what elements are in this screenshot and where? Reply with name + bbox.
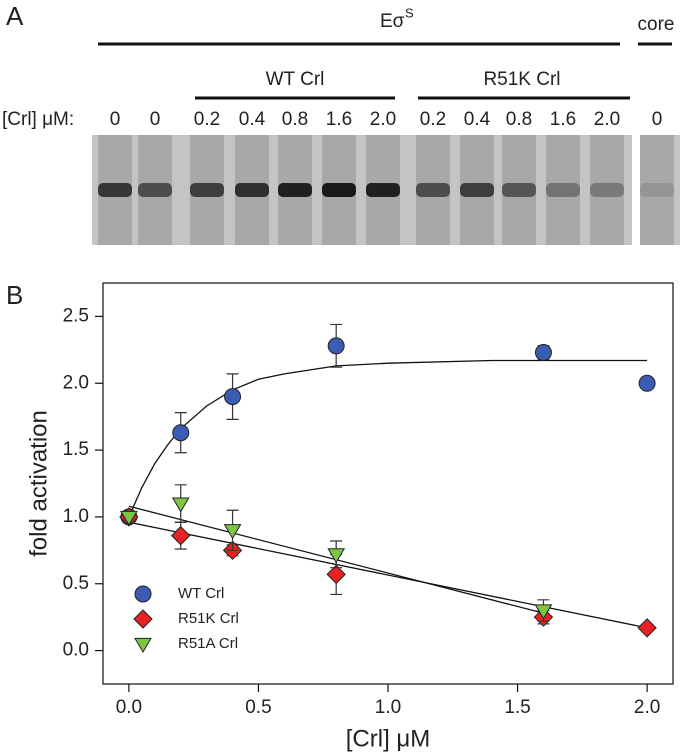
legend-marker	[134, 585, 152, 603]
y-axis-title: fold activation	[25, 410, 52, 557]
y-tick-label: 0.0	[63, 640, 89, 661]
lane-label: 0	[110, 109, 121, 130]
band	[590, 183, 624, 197]
panel-label: B	[6, 280, 23, 310]
band	[546, 183, 580, 197]
y-tick-label: 0.5	[63, 573, 89, 594]
point	[171, 525, 191, 546]
band	[460, 183, 494, 197]
point	[172, 424, 190, 442]
lane-label: 0.8	[282, 109, 308, 130]
band	[235, 183, 269, 197]
lane-label: 0	[150, 109, 161, 130]
lane-label: 0.8	[506, 109, 532, 130]
legend-marker	[133, 609, 153, 629]
band	[322, 183, 356, 197]
point	[327, 548, 346, 564]
row-label: [Crl] μM:	[2, 109, 74, 130]
y-tick-label: 1.0	[63, 506, 89, 527]
group-label: R51K Crl	[483, 69, 560, 90]
band	[366, 183, 400, 197]
lane	[546, 135, 580, 245]
legend-label: R51K Crl	[178, 610, 239, 627]
legend-label: R51A Crl	[178, 635, 238, 652]
band	[138, 183, 172, 197]
group-label: WT Crl	[266, 69, 325, 90]
point	[534, 604, 553, 620]
gel-image	[92, 135, 632, 245]
band	[278, 183, 312, 197]
point	[120, 510, 138, 526]
enzyme-label: Eσ	[380, 11, 405, 32]
core-label: core	[638, 14, 675, 35]
point	[327, 337, 345, 355]
fit-line	[128, 359, 648, 518]
band	[502, 183, 536, 197]
lane-label: 0	[652, 109, 663, 130]
x-tick-label: 2.0	[634, 697, 660, 718]
point	[638, 374, 656, 392]
enzyme-superscript: S	[405, 5, 414, 20]
x-axis-title: [Crl] μM	[346, 725, 430, 752]
point	[326, 564, 346, 585]
point	[223, 524, 242, 540]
panel-label: A	[6, 1, 24, 31]
y-tick-label: 1.5	[63, 439, 89, 460]
x-tick-label: 1.0	[375, 697, 401, 718]
point	[224, 388, 242, 406]
lane	[640, 135, 674, 245]
band	[640, 183, 674, 197]
lane-label: 2.0	[370, 109, 396, 130]
lane	[590, 135, 624, 245]
legend-label: WT Crl	[178, 585, 224, 602]
fit-line	[128, 521, 648, 629]
gel-lanes: 0 0 0.2 0.4 0.8 1.6 2.0 0.2 0.4 0.8 1.6 2.0 0	[98, 109, 674, 245]
point	[171, 497, 190, 513]
lane-label: 0.2	[194, 109, 220, 130]
y-tick-label: 2.5	[63, 305, 89, 326]
band	[190, 183, 224, 197]
band	[98, 183, 132, 197]
x-tick-label: 0.5	[245, 697, 271, 718]
point	[534, 344, 552, 362]
x-tick-label: 0.0	[116, 697, 142, 718]
point	[637, 618, 657, 638]
lane-label: 2.0	[594, 109, 620, 130]
lane-label: 1.6	[550, 109, 576, 130]
lane-label: 0.2	[420, 109, 446, 130]
lane-label: 0.4	[239, 109, 266, 130]
band	[416, 183, 450, 197]
y-tick-label: 2.0	[63, 372, 89, 393]
lane-label: 0.4	[464, 109, 491, 130]
lane-label: 1.6	[326, 109, 352, 130]
legend-marker	[134, 637, 152, 653]
x-tick-label: 1.5	[504, 697, 530, 718]
plot: 0.0 0.5 1.0 1.5 2.0 0.0 0.5 1.0 1.5 2.0 2.5 [Crl] μ…	[25, 282, 674, 752]
